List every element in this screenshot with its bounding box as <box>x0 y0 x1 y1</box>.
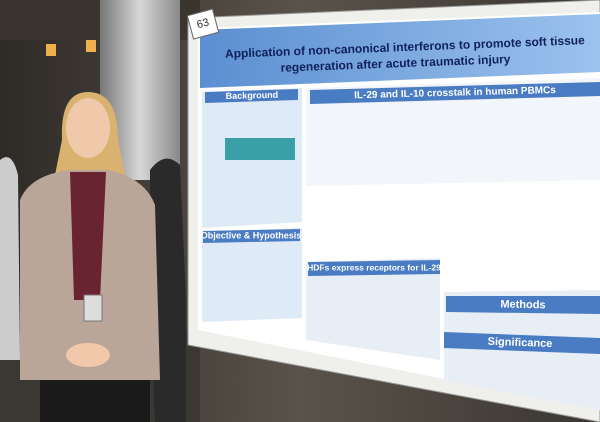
section-heading: Significance <box>487 336 552 350</box>
light <box>86 40 96 52</box>
number-tag <box>186 8 220 40</box>
section-bar <box>203 229 300 243</box>
section-heading: IL-29 and IL-10 crosstalk in human PBMCs <box>354 85 556 101</box>
section-heading: HDFs express receptors for IL-29 <box>307 262 441 272</box>
panel <box>202 228 302 322</box>
bystander <box>0 157 20 360</box>
shirt <box>70 172 106 300</box>
panel <box>306 258 440 360</box>
face <box>66 98 110 158</box>
section-heading: Methods <box>500 299 545 312</box>
heatmap <box>225 138 295 160</box>
section-heading: Background <box>226 90 279 101</box>
section-heading: Objective & Hypothesis <box>201 230 302 240</box>
section-bar <box>308 260 440 276</box>
panel <box>306 78 600 186</box>
light <box>46 44 56 56</box>
title-banner <box>200 14 600 88</box>
section-bar <box>446 296 600 314</box>
poster-number: 63 <box>196 17 211 32</box>
trousers <box>40 380 150 422</box>
section-bar <box>205 89 298 103</box>
hands <box>66 343 110 367</box>
section-bar <box>310 82 600 104</box>
badge <box>83 294 103 322</box>
section-bar <box>444 332 600 354</box>
